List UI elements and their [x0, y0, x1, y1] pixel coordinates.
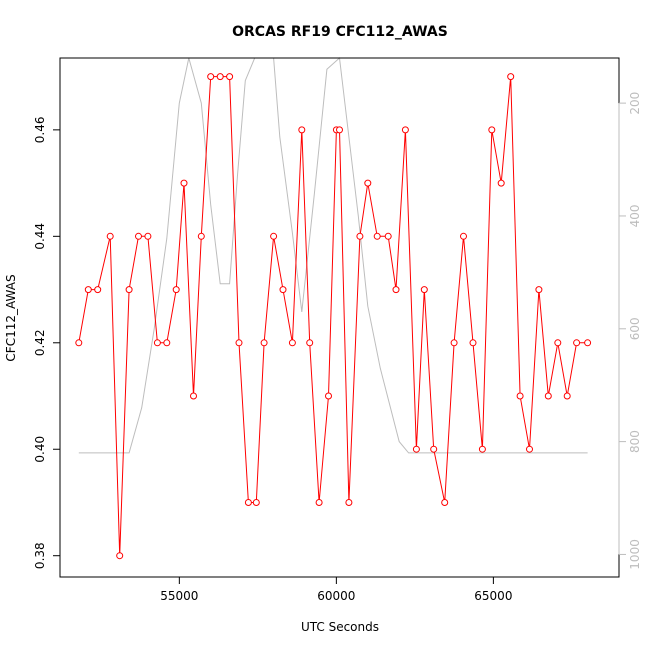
- data-point: [306, 339, 314, 347]
- data-point: [535, 286, 543, 294]
- data-point: [288, 339, 296, 347]
- data-point: [450, 339, 458, 347]
- data-point: [478, 445, 486, 453]
- right-tick-label: 200: [628, 92, 642, 115]
- data-point: [441, 499, 449, 506]
- data-point: [392, 286, 400, 294]
- data-point: [235, 339, 243, 347]
- data-point: [315, 499, 323, 506]
- data-point: [172, 286, 180, 294]
- data-point: [469, 339, 477, 347]
- data-point: [153, 339, 161, 347]
- data-point: [507, 73, 515, 81]
- data-point: [197, 232, 205, 240]
- right-axis: 200 400 600 800 1000: [618, 92, 642, 570]
- data-point: [106, 232, 114, 240]
- data-point: [516, 392, 524, 400]
- data-point: [216, 73, 224, 81]
- data-point: [563, 392, 571, 400]
- y-axis: 0.38 0.40 0.42 0.44 0.46: [33, 117, 61, 569]
- x-axis: 55000 60000 65000: [160, 576, 512, 603]
- y-tick-label: 0.46: [33, 117, 47, 144]
- data-point: [420, 286, 428, 294]
- data-point: [135, 232, 142, 240]
- data-point: [412, 445, 420, 453]
- y-tick-label: 0.44: [33, 223, 47, 250]
- x-tick-label: 55000: [160, 589, 198, 603]
- y-axis-label: CFC112_AWAS: [4, 274, 18, 361]
- data-point: [226, 73, 234, 81]
- data-point: [364, 179, 372, 187]
- x-tick-label: 65000: [474, 589, 512, 603]
- data-point: [325, 392, 332, 400]
- data-point: [144, 232, 152, 240]
- y-tick-label: 0.42: [33, 329, 47, 356]
- data-point: [345, 499, 353, 506]
- data-point: [401, 126, 409, 134]
- data-point: [190, 392, 197, 400]
- data-point: [207, 73, 215, 81]
- right-tick-label: 800: [628, 430, 642, 453]
- data-point: [336, 126, 343, 134]
- x-tick-label: 60000: [317, 589, 355, 603]
- data-point: [430, 445, 438, 453]
- data-point: [125, 286, 133, 294]
- data-point: [488, 126, 496, 134]
- data-point: [584, 339, 592, 347]
- x-axis-label: UTC Seconds: [301, 620, 379, 634]
- right-tick-label: 600: [628, 317, 642, 340]
- data-point: [573, 339, 581, 347]
- data-point: [356, 232, 364, 240]
- data-point: [260, 339, 268, 347]
- data-point: [94, 286, 102, 294]
- data-point: [116, 552, 124, 560]
- data-point: [460, 232, 467, 240]
- data-point: [384, 232, 392, 240]
- y-tick-label: 0.40: [33, 436, 47, 463]
- right-tick-label: 1000: [628, 539, 642, 570]
- data-point: [84, 286, 92, 294]
- y-tick-label: 0.38: [33, 542, 47, 569]
- data-point: [497, 179, 505, 187]
- red-series-line: [78, 76, 588, 556]
- data-point: [270, 232, 278, 240]
- data-point: [298, 126, 306, 134]
- data-point: [252, 499, 260, 506]
- data-point: [554, 339, 562, 347]
- chart-title: ORCAS RF19 CFC112_AWAS: [232, 24, 448, 40]
- data-point: [279, 286, 287, 294]
- data-point: [544, 392, 552, 400]
- data-point: [75, 339, 83, 347]
- plot-area: [75, 56, 592, 560]
- right-tick-label: 400: [628, 205, 642, 228]
- data-point: [180, 179, 188, 187]
- data-point: [526, 445, 533, 453]
- data-point: [244, 499, 252, 506]
- data-point: [163, 339, 171, 347]
- data-point: [373, 232, 381, 240]
